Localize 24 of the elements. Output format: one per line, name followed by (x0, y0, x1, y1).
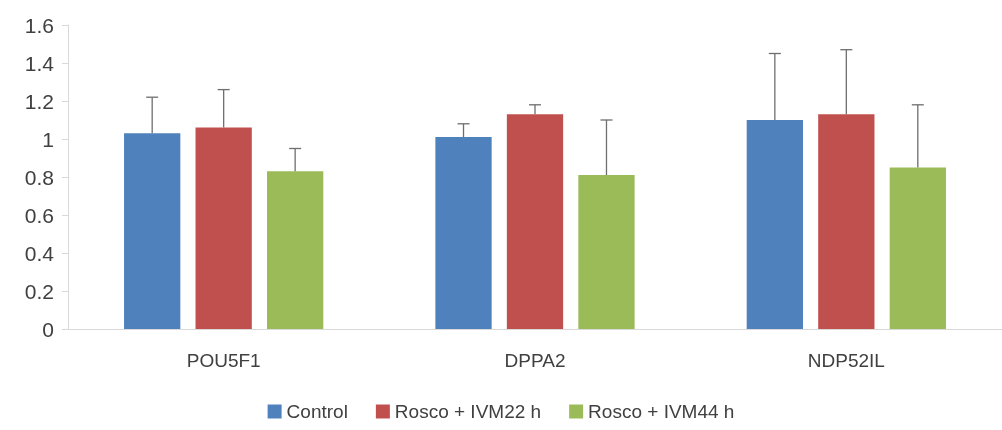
y-tick-label: 1.2 (24, 89, 54, 113)
y-tick-label: 0.2 (24, 279, 54, 303)
legend-label: Rosco + IVM22 h (394, 401, 542, 422)
bar (506, 114, 564, 329)
y-tick-label: 1.6 (24, 13, 54, 37)
y-tick-label: 0.8 (24, 165, 54, 189)
y-tick-label: 1 (42, 127, 54, 151)
bar (124, 133, 181, 329)
y-tick-label: 0 (42, 317, 54, 341)
legend-label: Rosco + IVM44 h (588, 401, 735, 422)
y-tick-label: 1.4 (24, 51, 55, 75)
bar (818, 114, 875, 329)
bar (746, 120, 803, 329)
y-tick-label: 0.6 (24, 203, 54, 227)
x-tick-label: POU5F1 (186, 350, 261, 371)
bar (889, 167, 946, 329)
x-tick-label: DPPA2 (504, 350, 566, 371)
bar (195, 127, 252, 329)
bar (435, 137, 492, 329)
legend-label: Control (286, 401, 348, 422)
y-tick-label: 0.4 (24, 241, 55, 265)
bar (578, 175, 635, 329)
bar (267, 171, 324, 329)
x-tick-label: NDP52IL (807, 350, 885, 371)
